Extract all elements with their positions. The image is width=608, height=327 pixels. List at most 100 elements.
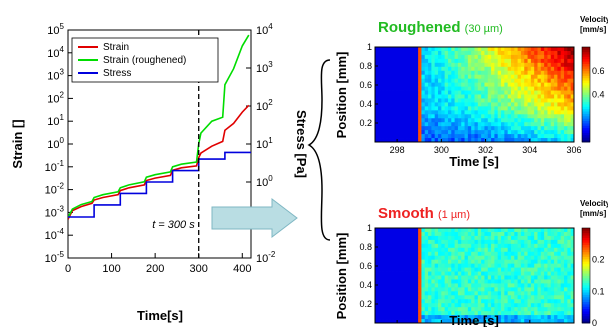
heatmap-cell — [381, 58, 386, 64]
heatmap-cell — [484, 239, 489, 245]
y-tick-label: 10-5 — [45, 250, 65, 265]
heatmap-cell — [520, 267, 525, 272]
heatmap-cell — [384, 251, 389, 257]
heatmap-cell — [451, 118, 455, 123]
heatmap-cell — [501, 126, 505, 131]
heatmap-cell — [544, 110, 548, 115]
heatmap-cell — [471, 243, 475, 249]
heatmap-cell — [534, 50, 538, 56]
heatmap-cell — [494, 98, 499, 103]
heatmap-cell — [504, 134, 509, 139]
heatmap-cell — [487, 126, 492, 131]
heatmap-cell — [570, 239, 575, 245]
heatmap-cell — [408, 255, 412, 261]
heatmap-cell — [421, 106, 426, 111]
heatmap-cell — [381, 82, 386, 87]
heatmap-cell — [481, 138, 485, 143]
heatmap-cell — [424, 243, 429, 249]
heatmap-cell — [501, 287, 505, 292]
heatmap-cell — [484, 319, 489, 324]
heatmap-cell — [441, 307, 446, 312]
heatmap-cell — [567, 303, 572, 308]
heatmap-cell — [567, 291, 572, 296]
heatmap-cell — [404, 295, 409, 300]
heatmap-cell — [384, 66, 389, 72]
heatmap-cell — [401, 102, 406, 107]
heatmap-cell — [494, 138, 499, 143]
heatmap-cell — [394, 66, 399, 72]
heatmap-cell — [547, 267, 552, 272]
roughened-y-label: Position [mm] — [334, 52, 349, 139]
heatmap-cell — [375, 138, 379, 143]
heatmap-cell — [520, 58, 525, 64]
heatmap-cell — [424, 275, 429, 280]
heatmap-cell — [477, 247, 482, 253]
heatmap-cell — [451, 58, 455, 64]
heatmap-cell — [451, 54, 455, 60]
heatmap-cell — [421, 295, 426, 300]
heatmap-cell — [494, 259, 499, 265]
heatmap-cell — [464, 228, 469, 233]
heatmap-cell — [557, 134, 562, 139]
heatmap-cell — [494, 295, 499, 300]
heatmap-cell — [444, 239, 449, 245]
heatmap-cell — [507, 70, 512, 76]
heatmap-cell — [554, 319, 558, 324]
heatmap-cell — [401, 74, 406, 80]
heatmap-cell — [418, 251, 422, 257]
heatmap-cell — [467, 74, 472, 80]
heatmap-cell — [564, 287, 568, 292]
heatmap-cell — [477, 267, 482, 272]
x-tick-label: 0 — [65, 263, 71, 275]
heatmap-cell — [497, 235, 502, 241]
heatmap-cell — [494, 243, 499, 249]
heatmap-cell — [534, 247, 538, 253]
heatmap-cell — [421, 90, 426, 95]
heatmap-cell — [524, 130, 528, 135]
heatmap-cell — [534, 126, 538, 131]
heatmap-cell — [481, 94, 485, 99]
heatmap-cell — [554, 275, 558, 280]
heatmap-cell — [441, 315, 446, 320]
heatmap-cell — [510, 295, 515, 300]
heatmap-cell — [557, 263, 562, 268]
heatmap-cell — [471, 54, 475, 60]
heatmap-cell — [520, 263, 525, 268]
heatmap-cell — [544, 74, 548, 80]
heatmap-cell — [540, 275, 545, 280]
heatmap-cell — [474, 47, 479, 52]
heatmap-cell — [524, 259, 528, 265]
heatmap-cell — [510, 271, 515, 276]
heatmap-cell — [434, 255, 439, 261]
heatmap-cell — [375, 283, 379, 288]
heatmap-cell — [557, 255, 562, 261]
heatmap-cell — [564, 243, 568, 249]
colorbar-segment — [582, 247, 590, 250]
heatmap-cell — [501, 122, 505, 127]
heatmap-cell — [504, 239, 509, 245]
heatmap-cell — [424, 307, 429, 312]
heatmap-cell — [388, 58, 392, 64]
heatmap-cell — [534, 231, 538, 237]
colorbar-segment — [582, 249, 590, 253]
heatmap-cell — [424, 86, 429, 91]
heatmap-cell — [411, 78, 416, 84]
heatmap-cell — [467, 279, 472, 284]
heatmap-cell — [391, 263, 396, 268]
heatmap-cell — [484, 228, 489, 233]
heatmap-cell — [517, 114, 522, 119]
heatmap-cell — [507, 303, 512, 308]
heatmap-cell — [570, 130, 575, 135]
heatmap-cell — [451, 98, 455, 103]
heatmap-cell — [534, 228, 538, 233]
colorbar-segment — [582, 61, 590, 65]
heatmap-cell — [514, 283, 519, 288]
heatmap-cell — [477, 102, 482, 107]
heatmap-cell — [477, 239, 482, 245]
heatmap-cell — [507, 78, 512, 84]
heatmap-cell — [467, 78, 472, 84]
heatmap-cell — [384, 283, 389, 288]
heatmap-cell — [527, 106, 532, 111]
heatmap-cell — [467, 235, 472, 241]
heatmap-cell — [477, 319, 482, 324]
